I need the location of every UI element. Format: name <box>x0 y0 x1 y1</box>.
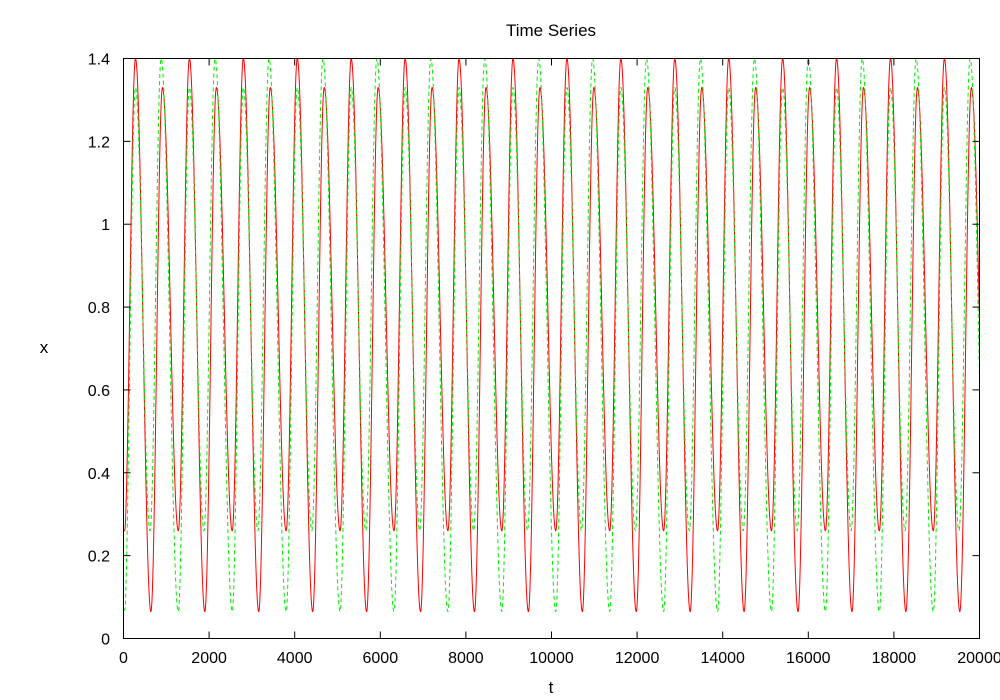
y-axis-label: x <box>40 338 49 357</box>
x-tick-label: 12000 <box>615 650 660 667</box>
ticks-layer: 0 2000 4000 6000 8000 10000 12000 14000 16000 180… <box>88 52 1000 668</box>
y-tick-label: 0.6 <box>88 383 110 400</box>
y-tick-label: 0.2 <box>88 549 110 566</box>
x-tick-label: 20000 <box>957 650 1000 667</box>
x-tick-label: 6000 <box>363 650 399 667</box>
x-tick-label: 4000 <box>277 650 313 667</box>
x-tick-label: 16000 <box>786 650 831 667</box>
x-tick-label: 2000 <box>191 650 227 667</box>
y-tick-label: 1 <box>101 217 110 234</box>
y-tick-label: 0 <box>101 632 110 649</box>
x-tick-label: 0 <box>119 650 128 667</box>
series-line-2 <box>123 58 980 613</box>
y-tick-label: 1.4 <box>88 52 110 69</box>
x-tick-label: 8000 <box>448 650 484 667</box>
plot-frame <box>123 58 980 639</box>
x-tick-label: 10000 <box>529 650 574 667</box>
y-tick-label: 0.8 <box>88 300 110 317</box>
series-line-1 <box>123 58 980 613</box>
y-tick-label: 1.2 <box>88 134 110 151</box>
series-layer <box>123 58 980 613</box>
x-tick-label: 18000 <box>872 650 917 667</box>
x-tick-label: 14000 <box>700 650 745 667</box>
y-tick-label: 0.4 <box>88 466 110 483</box>
chart-title: Time Series <box>506 21 596 40</box>
x-axis-label: t <box>549 678 554 697</box>
